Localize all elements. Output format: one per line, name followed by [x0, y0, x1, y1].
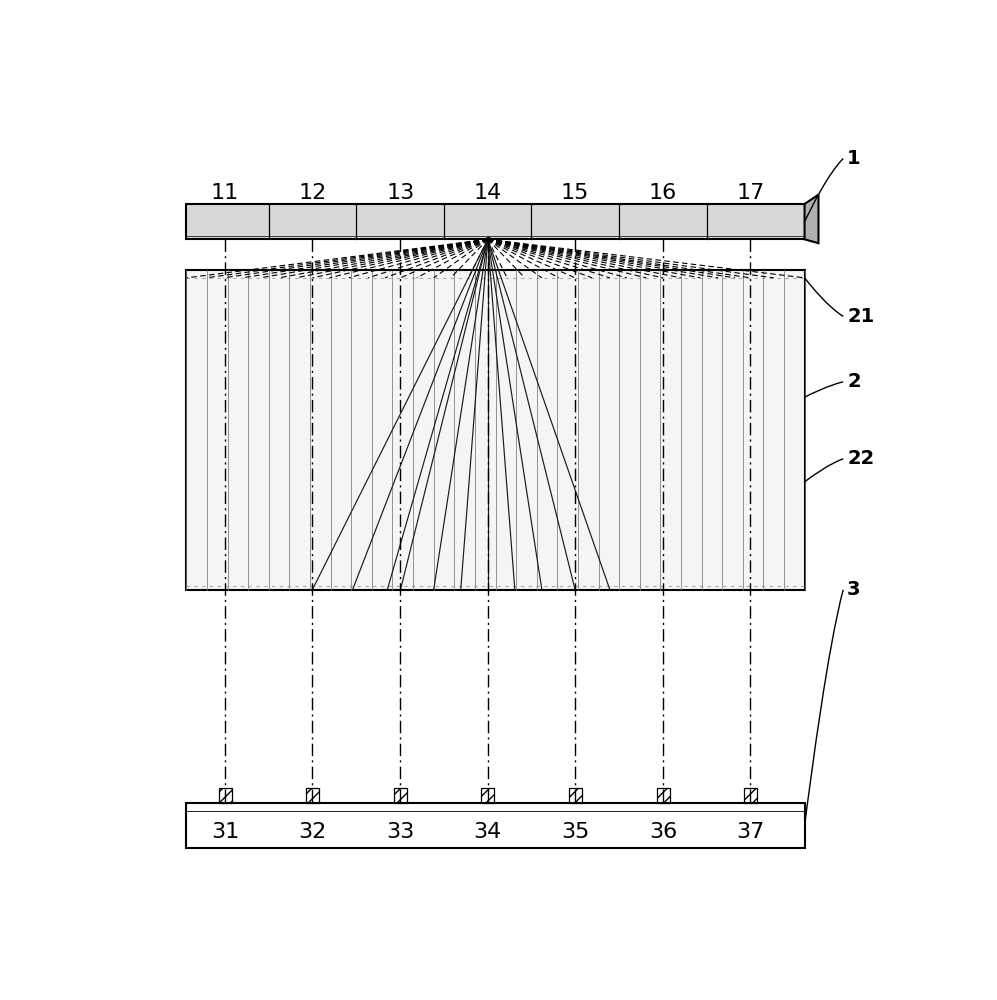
Bar: [568, 788, 581, 803]
Text: 11: 11: [211, 183, 239, 203]
Text: 12: 12: [298, 183, 326, 203]
Text: 17: 17: [737, 183, 765, 203]
Text: 35: 35: [561, 822, 589, 842]
Text: 3: 3: [847, 580, 860, 599]
Text: 32: 32: [298, 822, 326, 842]
Text: 31: 31: [211, 822, 239, 842]
Polygon shape: [805, 195, 819, 243]
Text: 16: 16: [649, 183, 677, 203]
Text: 22: 22: [847, 449, 874, 468]
Text: 33: 33: [387, 822, 415, 842]
Bar: [186, 204, 805, 239]
Text: 15: 15: [561, 183, 589, 203]
Bar: [657, 788, 670, 803]
Text: 37: 37: [737, 822, 765, 842]
Bar: [186, 803, 805, 848]
Text: 21: 21: [847, 307, 874, 326]
Text: 13: 13: [387, 183, 415, 203]
Text: 14: 14: [474, 183, 501, 203]
Bar: [218, 788, 231, 803]
Text: 36: 36: [649, 822, 677, 842]
Bar: [744, 788, 757, 803]
Text: 34: 34: [474, 822, 501, 842]
Bar: [482, 788, 495, 803]
Text: 1: 1: [847, 149, 860, 168]
Text: 2: 2: [847, 372, 860, 391]
Bar: [186, 270, 805, 590]
Bar: [306, 788, 319, 803]
Bar: [394, 788, 407, 803]
